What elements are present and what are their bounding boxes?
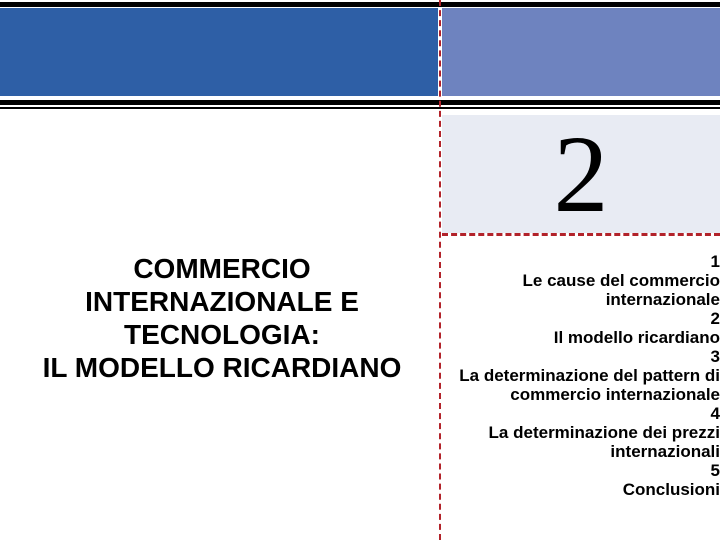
banner-block-left xyxy=(0,8,438,96)
toc-number: 2 xyxy=(452,309,720,328)
toc-label: La determinazione del pattern di commerc… xyxy=(452,366,720,404)
title-line: COMMERCIO xyxy=(18,252,426,285)
top-banner xyxy=(0,0,720,108)
toc-label: La determinazione dei prezzi internazion… xyxy=(452,423,720,461)
toc-number: 3 xyxy=(452,347,720,366)
banner-rule-top xyxy=(0,2,720,7)
slide: 2 COMMERCIOINTERNAZIONALE ETECNOLOGIA:IL… xyxy=(0,0,720,540)
title-line: IL MODELLO RICARDIANO xyxy=(18,351,426,384)
chapter-number: 2 xyxy=(442,115,720,233)
banner-rule-thin xyxy=(0,107,720,109)
toc-label: Conclusioni xyxy=(452,480,720,499)
table-of-contents: 1Le cause del commercio internazionale2I… xyxy=(452,252,720,499)
banner-rule-bottom xyxy=(0,100,720,105)
title-line: INTERNAZIONALE E xyxy=(18,285,426,318)
toc-label: Il modello ricardiano xyxy=(452,328,720,347)
toc-label: Le cause del commercio internazionale xyxy=(452,271,720,309)
toc-number: 5 xyxy=(452,461,720,480)
title-line: TECNOLOGIA: xyxy=(18,318,426,351)
chapter-number-underline xyxy=(442,233,720,236)
vertical-dashed-separator xyxy=(439,0,441,540)
toc-number: 4 xyxy=(452,404,720,423)
slide-title: COMMERCIOINTERNAZIONALE ETECNOLOGIA:IL M… xyxy=(18,252,426,384)
toc-number: 1 xyxy=(452,252,720,271)
banner-block-right xyxy=(442,8,720,96)
chapter-number-box: 2 xyxy=(442,115,720,233)
